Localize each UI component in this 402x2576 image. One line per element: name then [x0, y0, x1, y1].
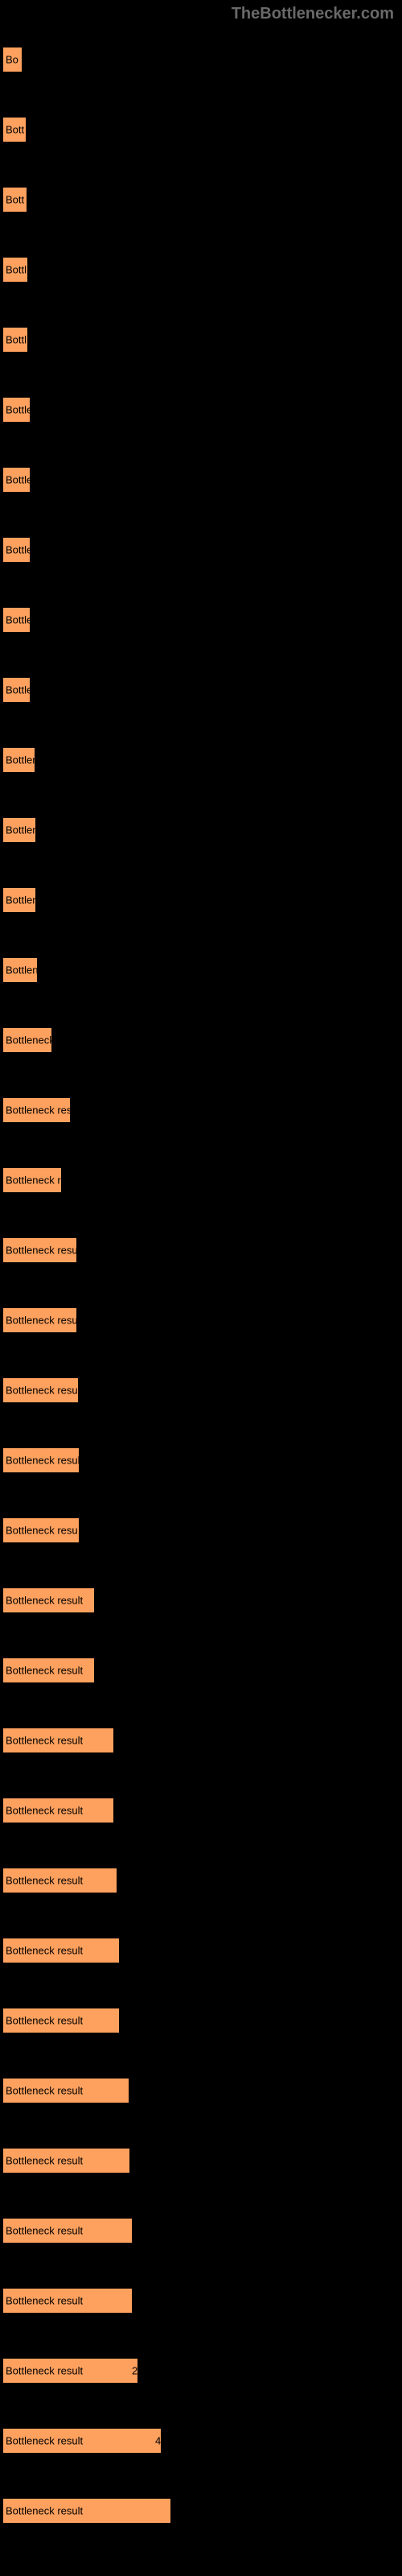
bar-label: Bottleneck result [6, 1664, 83, 1676]
chart-row: Bo [2, 24, 394, 94]
bar-label: Bottlene [6, 894, 36, 906]
bar-value-label: 4 [155, 2434, 161, 2446]
bar-label: Bottlene [6, 964, 38, 976]
bar-label: Bottleneck res [6, 1174, 62, 1186]
chart-row: Bottlene [2, 935, 394, 1005]
bar-label: Bottleneck result [6, 2364, 83, 2376]
bar-label: Bottleneck result [6, 1244, 77, 1256]
chart-row: Bottlen [2, 724, 394, 795]
bar-label: Bottleneck result [6, 1874, 83, 1886]
chart-row: Bottleneck result [2, 1775, 394, 1845]
chart-row: Bottleneck result 2 [2, 2335, 394, 2405]
chart-row: Bottlene [2, 865, 394, 935]
bar-label: Bottleneck result [6, 1104, 71, 1116]
chart-row: Bottle [2, 654, 394, 724]
watermark-text: TheBottlenecker.com [232, 5, 394, 23]
chart-row: Bottl [2, 234, 394, 304]
bar-label: Bottle [6, 683, 31, 696]
bar-label: Bott [6, 123, 24, 135]
chart-row: Bottleneck result [2, 1215, 394, 1285]
chart-row: Bottleneck result [2, 1635, 394, 1705]
bar-label: Bottleneck result [6, 1944, 83, 1956]
bar-label: Bottlen [6, 753, 35, 766]
bar-label: Bottleneck result [6, 2294, 83, 2306]
bar-label: Bo [6, 53, 18, 65]
chart-row: Bottle [2, 584, 394, 654]
chart-row: Bottleneck result [2, 1425, 394, 1495]
chart-row: Bottleneck result [2, 2125, 394, 2195]
bar-label: Bottle [6, 543, 31, 555]
chart-row: Bottleneck result [2, 1915, 394, 1985]
chart-row: Bottleneck result [2, 2055, 394, 2125]
bar-label: Bottleneck result [6, 2154, 83, 2166]
bar-label: Bottleneck result [6, 1384, 79, 1396]
chart-row: Bottleneck result [2, 1985, 394, 2055]
bar-label: Bottle [6, 403, 31, 415]
chart-row: Bottle [2, 374, 394, 444]
bar-label: Bottleneck result [6, 2504, 83, 2516]
bar-label: Bottleneck result [6, 1804, 83, 1816]
bar-chart: Bo Bott Bott Bottl Bottl Bottle Bottle Bottle Bo… [0, 0, 402, 2562]
chart-row: Bottleneck result [2, 2195, 394, 2265]
bar-label: Bottle [6, 473, 31, 485]
chart-row: Bottl [2, 304, 394, 374]
chart-row: Bottlene [2, 795, 394, 865]
chart-row: Bottleneck result [2, 2265, 394, 2335]
bar-label: Bottlene [6, 824, 36, 836]
chart-row: Bottleneck result [2, 1705, 394, 1775]
chart-row: Bottleneck r [2, 1005, 394, 1075]
bar-label: Bottleneck result [6, 1594, 83, 1606]
chart-row: Bottleneck result [2, 1075, 394, 1145]
chart-row: Bottle [2, 514, 394, 584]
bar-label: Bottleneck result [6, 2434, 83, 2446]
chart-row: Bottle [2, 444, 394, 514]
chart-row: Bottleneck result [2, 1845, 394, 1915]
chart-row: Bott [2, 94, 394, 164]
chart-row: Bott [2, 164, 394, 234]
bar-label: Bottle [6, 613, 31, 625]
chart-row: Bottleneck resu [2, 1495, 394, 1565]
bar-label: Bottleneck result [6, 1314, 77, 1326]
bar-label: Bottleneck result [6, 2014, 83, 2026]
bar-label: Bottleneck resu [6, 1524, 78, 1536]
chart-row: Bottleneck result [2, 1355, 394, 1425]
chart-row: Bottleneck result [2, 1565, 394, 1635]
chart-row: Bottleneck result 4 [2, 2405, 394, 2475]
bar-label: Bottleneck result [6, 2224, 83, 2236]
chart-row: Bottleneck result [2, 1285, 394, 1355]
bar-value-label: 2 [132, 2364, 137, 2376]
chart-row: Bottleneck result [2, 2475, 394, 2545]
bar-label: Bottl [6, 263, 27, 275]
bar-label: Bott [6, 193, 24, 205]
bar-label: Bottleneck r [6, 1034, 52, 1046]
bar-label: Bottl [6, 333, 27, 345]
bar-label: Bottleneck result [6, 1454, 80, 1466]
bar-label: Bottleneck result [6, 2084, 83, 2096]
bar-label: Bottleneck result [6, 1734, 83, 1746]
chart-row: Bottleneck res [2, 1145, 394, 1215]
